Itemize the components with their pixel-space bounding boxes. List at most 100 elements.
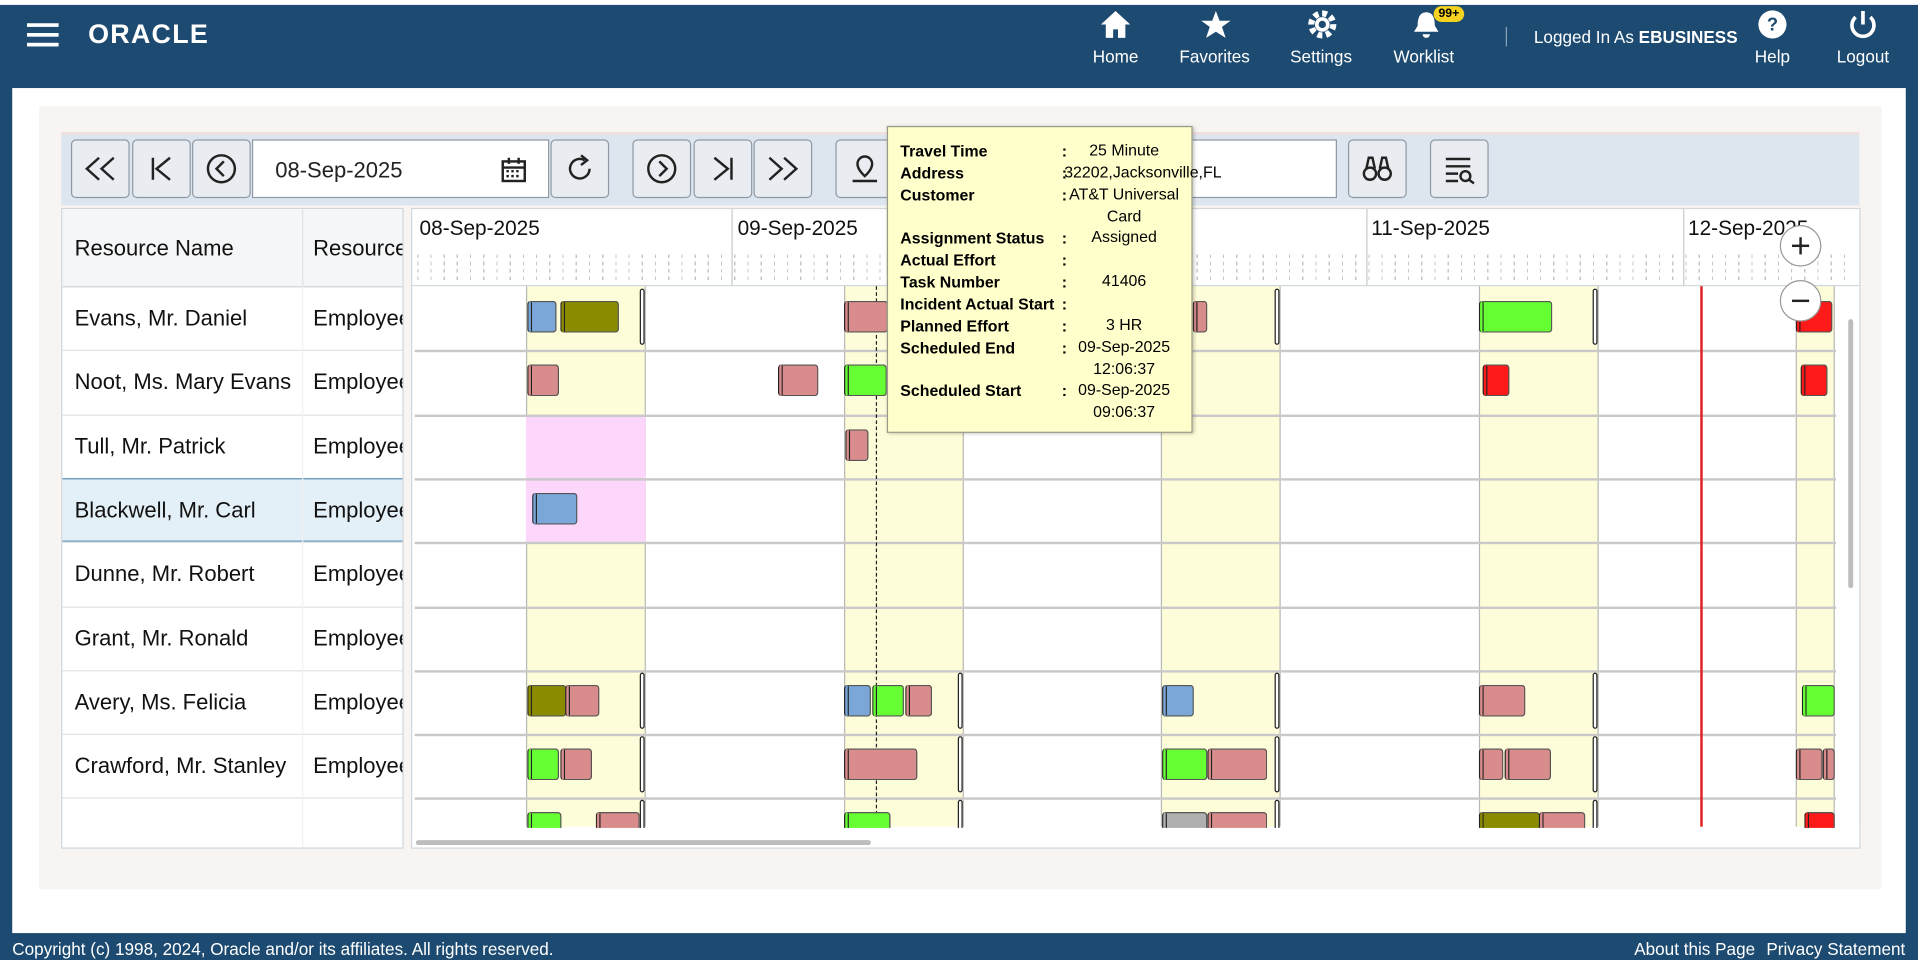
tooltip-separator: : (1061, 381, 1068, 400)
svg-text:?: ? (1767, 14, 1778, 35)
task-bar[interactable] (777, 364, 819, 397)
task-bar[interactable] (565, 684, 600, 717)
tooltip-label: Travel Time (900, 141, 988, 161)
task-bar[interactable] (905, 684, 933, 717)
filter-button[interactable] (1429, 139, 1489, 199)
task-bar[interactable] (532, 492, 578, 525)
nav-link[interactable]: Home (1092, 46, 1139, 67)
previous-page-button[interactable] (132, 139, 191, 199)
tooltip-separator: : (1061, 163, 1068, 183)
resource-name[interactable]: Blackwell, Mr. Carl (74, 497, 256, 523)
task-bar[interactable] (560, 300, 619, 333)
task-bar[interactable] (527, 300, 557, 333)
menu-button[interactable] (26, 22, 59, 49)
v-scroll-thumb[interactable] (1848, 319, 1854, 589)
task-bar[interactable] (1482, 364, 1510, 397)
date-label: 09-Sep-2025 (737, 216, 858, 240)
task-bar[interactable] (1162, 748, 1208, 781)
resource-name[interactable]: Noot, Ms. Mary Evans (74, 369, 292, 395)
resource-name[interactable]: Evans, Mr. Daniel (74, 305, 248, 331)
task-bar[interactable] (1162, 684, 1194, 717)
task-bar[interactable] (1822, 748, 1835, 781)
tooltip-label: Scheduled End (900, 338, 1016, 358)
next-button[interactable] (632, 139, 692, 199)
task-bar[interactable] (1192, 300, 1208, 333)
next-page-button[interactable] (693, 139, 753, 199)
task-bar[interactable] (560, 748, 593, 781)
tooltip-value: 25 Minute (1089, 140, 1160, 159)
logout-link[interactable]: Logout (1836, 46, 1890, 67)
task-bar[interactable] (845, 428, 869, 461)
first-button[interactable] (70, 139, 130, 199)
task-bar[interactable] (1504, 748, 1552, 781)
task-bar[interactable] (844, 684, 871, 717)
tooltip-label: Incident Actual Start (900, 294, 1055, 314)
resource-type: Employee (313, 561, 404, 587)
tooltip: Travel Time:25 Minute Address:32202,Jacks… (886, 125, 1222, 433)
search-input[interactable] (1174, 139, 1337, 199)
row-divider (62, 733, 403, 736)
find-button[interactable] (1347, 139, 1407, 199)
current-time (1700, 286, 1703, 827)
task-bar[interactable] (1478, 300, 1553, 333)
resource-type: Employee (313, 433, 404, 459)
resource-name[interactable]: Avery, Ms. Felicia (74, 689, 247, 714)
about-link[interactable]: About this Page (1634, 939, 1756, 959)
end-marker (957, 736, 963, 793)
end-marker (1592, 288, 1598, 345)
task-bar[interactable] (1478, 748, 1504, 781)
task-bar[interactable] (1800, 364, 1828, 397)
date-label: 08-Sep-2025 (419, 216, 540, 240)
h-scroll-thumb[interactable] (415, 840, 871, 846)
tooltip-separator: : (1061, 141, 1068, 161)
resource-name[interactable]: Grant, Mr. Ronald (74, 625, 249, 650)
tooltip-label: Assignment Status (900, 228, 1045, 248)
date-input[interactable]: 08-Sep-2025 (251, 139, 550, 199)
date-label: 11-Sep-2025 (1371, 216, 1490, 240)
previous-button[interactable] (192, 139, 251, 199)
tooltip-separator: : (1061, 228, 1068, 248)
row-divider (62, 414, 403, 416)
task-bar[interactable] (844, 300, 889, 333)
logo[interactable]: ORACLE (88, 18, 210, 49)
divider (1505, 26, 1507, 47)
privacy-link[interactable]: Privacy Statement (1766, 939, 1906, 959)
task-bar[interactable] (527, 684, 567, 717)
last-button[interactable] (753, 139, 813, 199)
tooltip-label: Task Number (900, 272, 1000, 292)
task-bar[interactable] (872, 684, 904, 717)
task-bar[interactable] (1801, 684, 1835, 717)
task-bar[interactable] (844, 748, 918, 781)
row-divider (414, 605, 1837, 609)
refresh-button[interactable] (550, 139, 610, 199)
row-divider (62, 541, 403, 544)
nav-link[interactable]: Worklist (1393, 46, 1455, 67)
task-bar[interactable] (844, 364, 887, 397)
row-divider (62, 797, 403, 800)
task-bar[interactable] (1795, 748, 1823, 781)
task-bar[interactable] (1478, 684, 1526, 717)
settings-icon (1308, 10, 1337, 39)
task-bar[interactable] (527, 748, 560, 781)
favorites-icon (1201, 11, 1231, 38)
tooltip-label: Address (900, 163, 964, 183)
row-divider (414, 669, 1837, 673)
zoom-out[interactable] (1779, 280, 1822, 322)
task-bar[interactable] (1207, 748, 1268, 781)
calendar-icon[interactable] (500, 157, 527, 184)
resource-type: Employee (313, 689, 404, 714)
task-bar[interactable] (527, 364, 560, 397)
nav-link[interactable]: Settings (1290, 46, 1353, 67)
nav-link[interactable]: Favorites (1179, 46, 1250, 67)
resource-name[interactable]: Tull, Mr. Patrick (74, 433, 226, 459)
column-divider (302, 350, 304, 415)
column-divider (302, 209, 304, 287)
help-link[interactable]: Help (1754, 46, 1791, 67)
zoom-in[interactable] (1779, 225, 1822, 267)
resource-name[interactable]: Dunne, Mr. Robert (74, 561, 255, 587)
row-divider (414, 541, 1837, 545)
mask-bottom (412, 827, 1860, 848)
column-divider (302, 605, 304, 670)
resource-name[interactable]: Crawford, Mr. Stanley (74, 753, 287, 778)
map-button[interactable] (835, 139, 895, 199)
